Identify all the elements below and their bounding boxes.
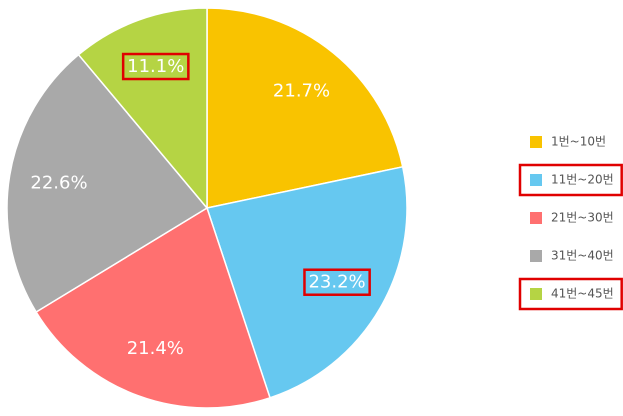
highlight-box — [121, 52, 190, 81]
pie-slice — [35, 206, 271, 409]
pie-slice — [6, 53, 209, 313]
pie-slice — [206, 165, 408, 399]
legend-label: 1번~10번 — [551, 135, 606, 149]
legend-swatch — [530, 250, 542, 262]
value-label: 21.4% — [127, 338, 184, 359]
highlight-box — [518, 277, 623, 311]
legend-label: 11번~20번 — [551, 173, 614, 187]
value-label: 22.6% — [30, 173, 87, 194]
legend-swatch — [530, 212, 542, 224]
value-label: 11.1% — [127, 56, 184, 77]
highlight-box — [518, 163, 623, 197]
legend-swatch — [530, 288, 542, 300]
legend-label: 41번~45번 — [551, 287, 614, 301]
value-label: 23.2% — [308, 272, 365, 293]
highlight-box — [303, 268, 371, 296]
legend-swatch — [530, 174, 542, 186]
value-label: 21.7% — [273, 81, 330, 102]
pie-slice — [206, 7, 404, 209]
legend-swatch — [530, 136, 542, 148]
pie-slice — [77, 7, 208, 211]
legend-label: 31번~40번 — [551, 249, 614, 263]
legend-label: 21번~30번 — [551, 211, 614, 225]
